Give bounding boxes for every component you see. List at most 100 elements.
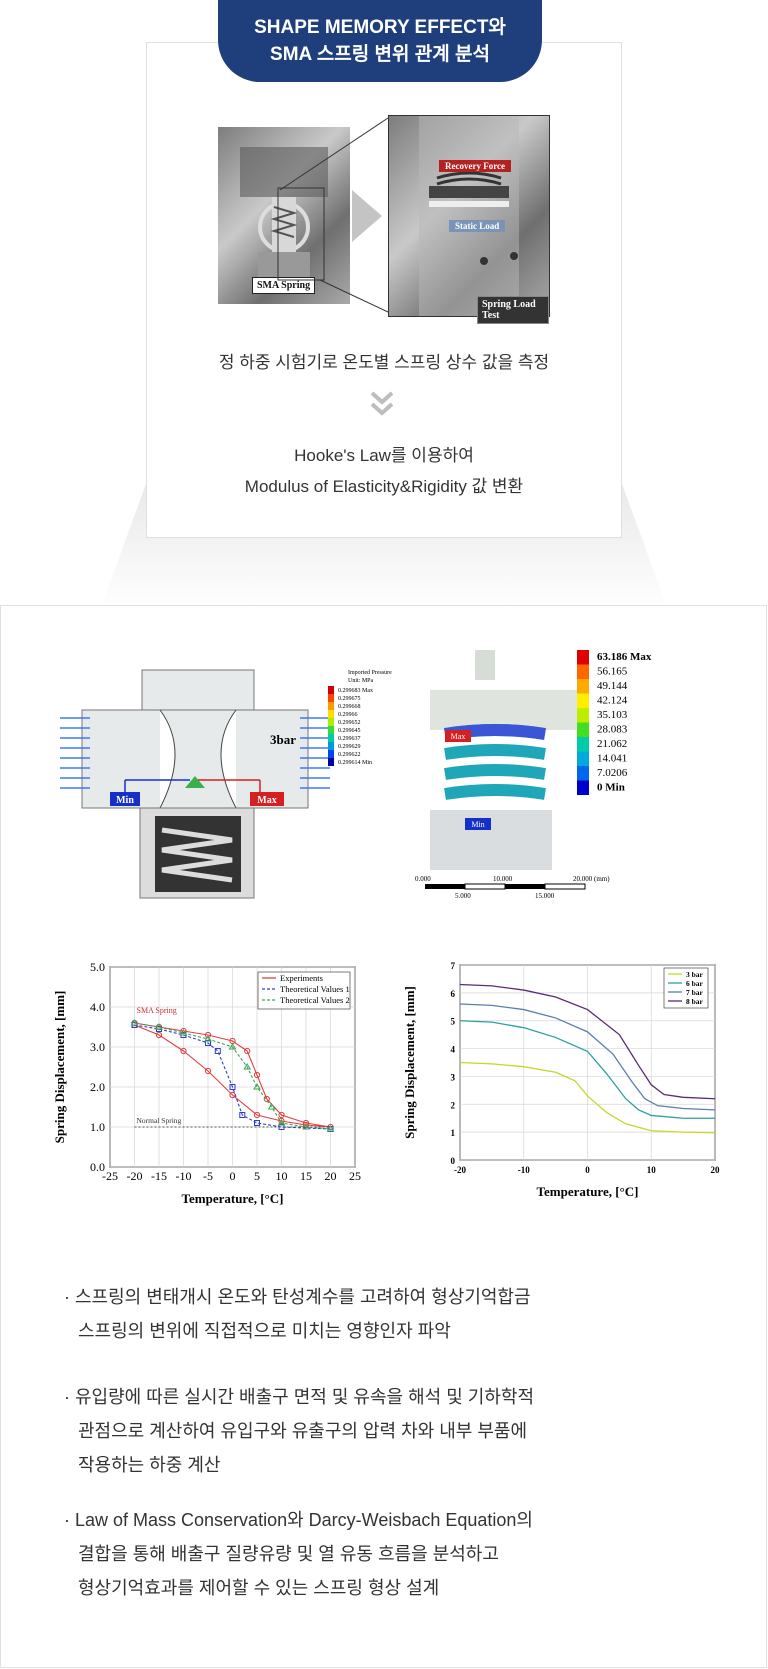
arrow-right-icon — [352, 190, 382, 242]
title-line-1: SHAPE MEMORY EFFECT와 — [254, 17, 506, 38]
section-title: SHAPE MEMORY EFFECT와 SMA 스프링 변위 관계 분석 — [218, 0, 542, 82]
stress-simulation-figure: Max Min 63.186 Max 56.165 49.144 42.124 35.1… — [415, 650, 652, 900]
y-tick-label: 5.0 — [90, 960, 105, 974]
y-tick-label: 0.0 — [90, 1160, 105, 1174]
data-point — [278, 1111, 285, 1119]
x-tick-label: 20 — [711, 1165, 721, 1175]
sma-displacement-chart: -25 -20 -15 -10 -5 0 5 10 15 20 25 0.0 1.0 2.0 3.0 4.0 5… — [52, 960, 361, 1206]
pressure-swatch-1 — [328, 694, 334, 702]
load-test-illustration — [419, 116, 519, 316]
x-tick-label: 0 — [585, 1165, 590, 1175]
y-tick-label: 1 — [451, 1128, 456, 1138]
pressure-simulation-figure: Min Max 3bar Imported Pressure Unit: MPa… — [60, 669, 392, 899]
data-point — [239, 1112, 246, 1118]
modulus-line: Modulus of Elasticity&Rigidity 값 변환 — [244, 477, 524, 496]
data-point — [326, 1125, 335, 1132]
bullet-2-line-1: · 유입량에 따른 실시간 배출구 면적 및 유속을 해석 및 기하학적 — [64, 1387, 535, 1407]
recovery-force-label: Recovery Force — [439, 160, 512, 172]
stress-swatch-5 — [577, 722, 589, 737]
test-rig-illustration — [240, 147, 328, 292]
legend-label-2: 7 bar — [686, 988, 704, 997]
y-tick-label: 4.0 — [90, 1000, 105, 1014]
stress-value-2: 49.144 — [597, 680, 628, 692]
stress-value-7: 14.041 — [597, 753, 627, 765]
stress-swatch-1 — [577, 664, 589, 679]
scale-bottom-1: 15.000 — [535, 892, 555, 900]
scale-top-2: 20.000 (mm) — [573, 875, 610, 883]
x-tick-label: -10 — [518, 1165, 530, 1175]
legend-label-1: Theoretical Values 1 — [280, 984, 350, 994]
series-line-2 — [459, 1003, 716, 1111]
zoom-lines — [277, 117, 389, 313]
stress-max-label: Max — [451, 732, 466, 741]
y-tick-label: 4 — [451, 1045, 456, 1055]
pressure-swatch-7 — [328, 742, 334, 750]
measurement-description: 정 하중 시험기로 온도별 스프링 상수 값을 측정 — [218, 353, 550, 372]
bullet-2-line-2: 관점으로 계산하여 유입구와 유출구의 압력 차와 내부 부품에 — [78, 1421, 528, 1441]
pressure-swatch-3 — [328, 710, 334, 718]
data-point — [214, 1048, 221, 1054]
y-tick-label: 0 — [451, 1156, 456, 1166]
scale-bottom-0: 5.000 — [455, 892, 471, 900]
data-point — [253, 1071, 261, 1079]
x-tick-label: 20 — [325, 1169, 337, 1183]
pressure-swatch-0 — [328, 686, 334, 694]
pressure-value-8: 0.299622 — [338, 752, 361, 758]
x-tick-label: -5 — [203, 1169, 213, 1183]
pressure-value-4: 0.299652 — [338, 720, 361, 726]
data-point — [278, 1117, 285, 1125]
pressure-legend: 0.299683 Max 0.299675 0.299668 0.29966 0.299… — [328, 686, 373, 766]
pressure-swatch-9 — [328, 758, 334, 766]
annotation-sma-spring: SMA Spring — [137, 1006, 177, 1015]
x-tick-label: -25 — [102, 1169, 118, 1183]
bullet-3-line-1: · Law of Mass Conservation와 Darcy-Weisba… — [64, 1510, 533, 1530]
stress-swatch-2 — [577, 679, 589, 694]
max-label: Max — [257, 795, 276, 806]
stress-swatch-3 — [577, 693, 589, 708]
stress-swatch-4 — [577, 708, 589, 723]
data-point — [277, 1119, 286, 1126]
bullet-1-line-2: 스프링의 변위에 직접적으로 미치는 영향인자 파악 — [78, 1321, 451, 1341]
data-point — [228, 1043, 237, 1050]
x-tick-label: -15 — [151, 1169, 167, 1183]
data-point — [155, 1031, 163, 1039]
x-tick-label: 0 — [230, 1169, 236, 1183]
data-point — [204, 1031, 212, 1039]
pressure-swatch-6 — [328, 734, 334, 742]
x-tick-label: 5 — [254, 1169, 260, 1183]
static-load-label: Static Load — [449, 220, 506, 232]
bullet-2: · 유입량에 따른 실시간 배출구 면적 및 유속을 해석 및 기하학적 관점으… — [64, 1380, 534, 1482]
pressure-value-1: 0.299675 — [338, 696, 361, 702]
stress-swatch-7 — [577, 751, 589, 766]
x-axis-label: Temperature, [°C] — [537, 1184, 639, 1199]
scale-top-0: 0.000 — [415, 875, 431, 883]
x-tick-label: 25 — [349, 1169, 361, 1183]
data-point — [155, 1023, 163, 1030]
data-point — [263, 1095, 270, 1103]
x-tick-label: 10 — [276, 1169, 288, 1183]
min-label: Min — [116, 795, 134, 806]
series-line-3 — [459, 983, 716, 1100]
pressure-value-9: 0.299614 Min — [338, 760, 372, 766]
series-line-2 — [134, 1022, 331, 1130]
stress-value-3: 42.124 — [597, 695, 628, 707]
pressure-swatch-5 — [328, 726, 334, 734]
stress-swatch-9 — [577, 780, 589, 795]
pressure-legend-title: Imported Pressure — [348, 670, 392, 676]
y-axis-label: Spring Displacement, [mm] — [52, 991, 67, 1144]
stress-legend: 63.186 Max 56.165 49.144 42.124 35.103 28.083… — [577, 650, 652, 795]
stress-value-1: 56.165 — [597, 666, 628, 678]
spring-load-test-label: Spring Load Test — [477, 296, 549, 324]
series-line-1 — [134, 1024, 331, 1130]
y-axis-label: Spring Displacement, [mm] — [402, 986, 417, 1139]
stress-min-label: Min — [471, 820, 484, 829]
pressure-value-2: 0.299668 — [338, 704, 361, 710]
y-tick-label: 7 — [451, 961, 456, 971]
legend-label-0: Experiments — [280, 973, 323, 983]
pressure-value-6: 0.299637 — [338, 736, 361, 742]
y-tick-label: 2 — [451, 1100, 456, 1110]
stress-swatch-8 — [577, 766, 589, 781]
data-point — [229, 1084, 236, 1090]
pressure-value-7: 0.299629 — [338, 744, 361, 750]
series-line-0 — [459, 1061, 716, 1134]
